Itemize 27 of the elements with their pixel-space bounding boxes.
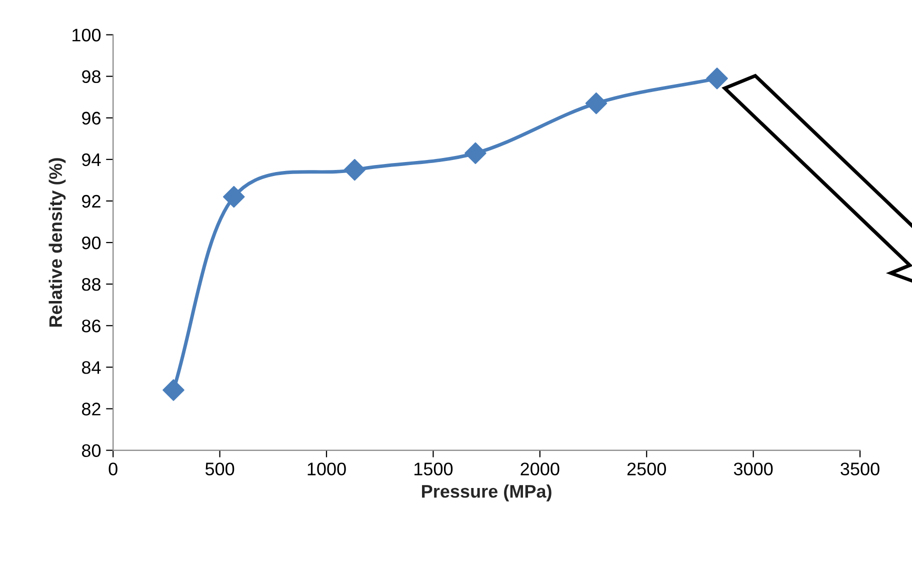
point xyxy=(464,142,486,164)
x-tick-label: 2000 xyxy=(520,462,560,476)
y-tick-label: 86 xyxy=(82,320,100,332)
y-tick-label: 82 xyxy=(82,402,100,416)
y-tick-label: 84 xyxy=(82,361,101,374)
point xyxy=(162,379,184,401)
x-tick-label: 3500 xyxy=(840,462,880,476)
x-tick-label: 500 xyxy=(205,462,234,476)
y-tick-label: 80 xyxy=(82,444,101,458)
y-tick-label: 88 xyxy=(82,278,100,291)
x-tick-label: 3000 xyxy=(734,462,773,476)
x-tick-label: 1500 xyxy=(414,462,453,476)
y-tick-label: 96 xyxy=(82,112,100,125)
y-tick-label: 92 xyxy=(82,194,100,208)
point xyxy=(344,158,366,181)
x-tick-label: 0 xyxy=(108,462,118,476)
y-tick-label: 94 xyxy=(82,153,101,166)
y-axis-title: Relative density (%) xyxy=(48,158,66,327)
point xyxy=(706,68,728,90)
point xyxy=(585,92,608,114)
y-tick-label: 90 xyxy=(82,236,101,250)
y-tick-label: 98 xyxy=(82,70,100,84)
x-tick-label: 2500 xyxy=(627,462,666,476)
y-tick-label: 100 xyxy=(72,28,101,42)
x-tick-label: 1000 xyxy=(308,462,346,476)
x-axis-title: Pressure (MPa) xyxy=(422,484,552,502)
point xyxy=(222,186,245,208)
